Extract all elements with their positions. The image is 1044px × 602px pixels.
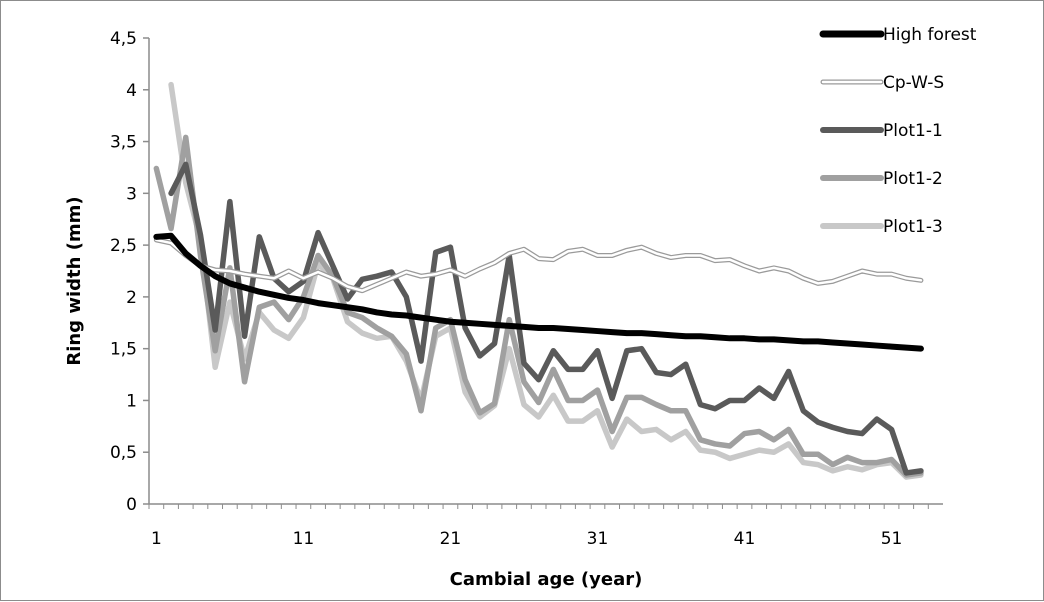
- legend-item-cp-w-s: Cp-W-S: [820, 73, 944, 93]
- y-tick-label: 0,5: [110, 443, 137, 463]
- x-tick-label: 51: [881, 529, 903, 549]
- legend-item-plot1-1: Plot1-1: [820, 121, 943, 141]
- series-plot1-1: [168, 161, 924, 476]
- legend-label: Plot1-2: [883, 169, 943, 189]
- series-high-forest: [153, 232, 924, 352]
- legend-item-plot1-2: Plot1-2: [820, 169, 943, 189]
- series-line-plot1-2: [153, 134, 924, 478]
- x-axis-ticks: 1 11 21 31 41 51: [148, 504, 929, 549]
- y-tick-label: 1: [126, 391, 137, 411]
- y-tick-label: 4,5: [110, 29, 137, 49]
- y-axis-title: Ring width (mm): [64, 196, 85, 365]
- y-tick-label: 2: [126, 288, 137, 308]
- x-tick-label: 1: [151, 529, 162, 549]
- legend-label: High forest: [883, 25, 977, 45]
- x-tick-label: 41: [734, 529, 756, 549]
- series-line-cp-w-s: [155, 238, 923, 292]
- x-axis-title: Cambial age (year): [450, 569, 643, 590]
- y-tick-label: 1,5: [110, 340, 137, 360]
- x-tick-label: 31: [587, 529, 609, 549]
- series-plot1-3: [168, 81, 924, 480]
- x-tick-label: 21: [440, 529, 462, 549]
- y-axis-ticks: 0 0,5 1 1,5 2 2,5 3 3,5 4 4,5: [110, 29, 149, 515]
- legend-label: Plot1-1: [883, 121, 943, 141]
- series-line-plot1-3: [168, 81, 924, 480]
- series-plot1-2: [153, 134, 924, 478]
- legend: High forest Cp-W-S Plot1-1 Plot1-2 Plot1-3: [819, 25, 977, 237]
- y-tick-label: 3,5: [110, 133, 137, 153]
- legend-item-plot1-3: Plot1-3: [820, 217, 943, 237]
- legend-item-high-forest: High forest: [819, 25, 977, 45]
- series-line-high-forest: [153, 232, 924, 352]
- y-tick-label: 3: [126, 184, 137, 204]
- series-lines: [153, 81, 924, 480]
- y-tick-label: 4: [126, 81, 137, 101]
- legend-label: Cp-W-S: [883, 73, 944, 93]
- legend-label: Plot1-3: [883, 217, 943, 237]
- series-line-plot1-1: [168, 161, 924, 476]
- y-tick-label: 2,5: [110, 236, 137, 256]
- series-cp-w-s: [153, 237, 924, 294]
- y-tick-label: 0: [126, 495, 137, 515]
- x-tick-label: 11: [293, 529, 315, 549]
